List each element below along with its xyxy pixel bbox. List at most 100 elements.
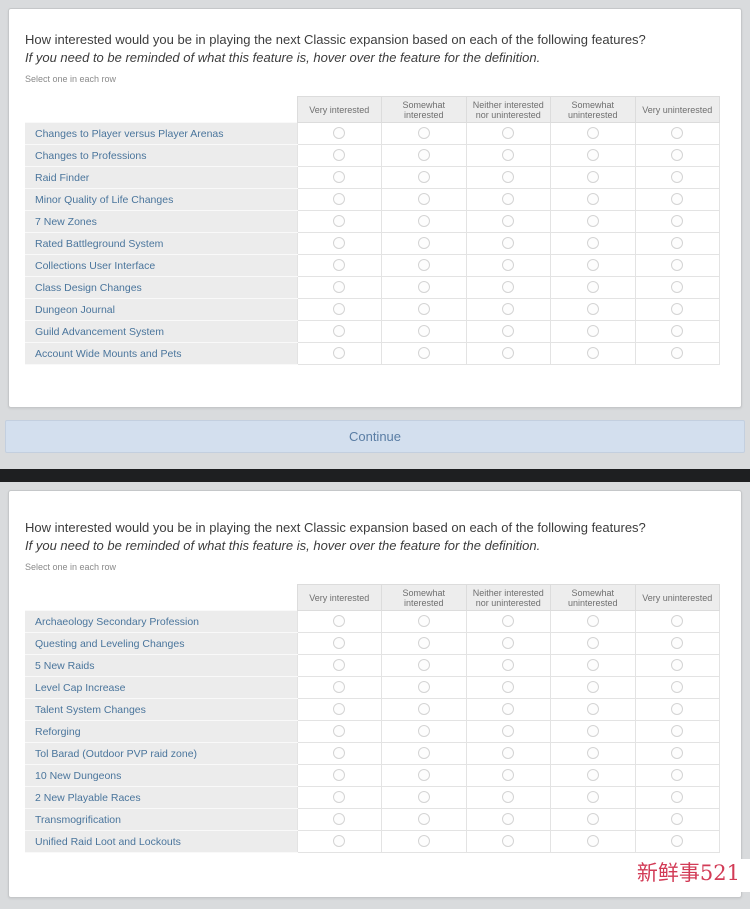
radio-button[interactable] <box>417 215 430 228</box>
row-label[interactable]: Tol Barad (Outdoor PVP raid zone) <box>25 742 297 765</box>
radio-button[interactable] <box>586 637 599 650</box>
radio-button[interactable] <box>417 813 430 826</box>
radio-button[interactable] <box>586 681 599 694</box>
radio-button[interactable] <box>502 747 515 760</box>
radio-button[interactable] <box>333 791 346 804</box>
radio-button[interactable] <box>502 725 515 738</box>
radio-button[interactable] <box>671 681 684 694</box>
radio-button[interactable] <box>586 769 599 782</box>
radio-button[interactable] <box>502 813 515 826</box>
radio-button[interactable] <box>586 615 599 628</box>
radio-button[interactable] <box>333 813 346 826</box>
radio-button[interactable] <box>671 281 684 294</box>
radio-button[interactable] <box>417 325 430 338</box>
radio-button[interactable] <box>671 193 684 206</box>
radio-button[interactable] <box>586 281 599 294</box>
radio-button[interactable] <box>333 127 346 140</box>
row-label[interactable]: 5 New Raids <box>25 654 297 677</box>
radio-button[interactable] <box>586 237 599 250</box>
radio-button[interactable] <box>502 127 515 140</box>
radio-button[interactable] <box>502 347 515 360</box>
row-label[interactable]: Minor Quality of Life Changes <box>25 188 297 211</box>
radio-button[interactable] <box>417 681 430 694</box>
radio-button[interactable] <box>671 703 684 716</box>
radio-button[interactable] <box>333 237 346 250</box>
radio-button[interactable] <box>671 237 684 250</box>
radio-button[interactable] <box>586 215 599 228</box>
radio-button[interactable] <box>502 769 515 782</box>
radio-button[interactable] <box>586 193 599 206</box>
row-label[interactable]: Reforging <box>25 720 297 743</box>
row-label[interactable]: 7 New Zones <box>25 210 297 233</box>
row-label[interactable]: Transmogrification <box>25 808 297 831</box>
radio-button[interactable] <box>333 725 346 738</box>
radio-button[interactable] <box>333 659 346 672</box>
radio-button[interactable] <box>671 813 684 826</box>
radio-button[interactable] <box>586 747 599 760</box>
radio-button[interactable] <box>333 681 346 694</box>
radio-button[interactable] <box>333 325 346 338</box>
row-label[interactable]: 2 New Playable Races <box>25 786 297 809</box>
radio-button[interactable] <box>671 835 684 848</box>
row-label[interactable]: Account Wide Mounts and Pets <box>25 342 297 365</box>
radio-button[interactable] <box>586 259 599 272</box>
radio-button[interactable] <box>417 615 430 628</box>
row-label[interactable]: Unified Raid Loot and Lockouts <box>25 830 297 853</box>
radio-button[interactable] <box>502 637 515 650</box>
radio-button[interactable] <box>671 615 684 628</box>
radio-button[interactable] <box>502 615 515 628</box>
row-label[interactable]: Level Cap Increase <box>25 676 297 699</box>
radio-button[interactable] <box>671 347 684 360</box>
radio-button[interactable] <box>417 303 430 316</box>
radio-button[interactable] <box>671 215 684 228</box>
radio-button[interactable] <box>671 303 684 316</box>
radio-button[interactable] <box>417 725 430 738</box>
radio-button[interactable] <box>333 347 346 360</box>
row-label[interactable]: Class Design Changes <box>25 276 297 299</box>
continue-button[interactable]: Continue <box>5 420 745 453</box>
radio-button[interactable] <box>333 193 346 206</box>
radio-button[interactable] <box>502 791 515 804</box>
radio-button[interactable] <box>417 791 430 804</box>
radio-button[interactable] <box>586 347 599 360</box>
row-label[interactable]: Talent System Changes <box>25 698 297 721</box>
radio-button[interactable] <box>417 703 430 716</box>
radio-button[interactable] <box>586 149 599 162</box>
radio-button[interactable] <box>333 149 346 162</box>
radio-button[interactable] <box>671 259 684 272</box>
radio-button[interactable] <box>502 835 515 848</box>
radio-button[interactable] <box>671 127 684 140</box>
radio-button[interactable] <box>671 659 684 672</box>
radio-button[interactable] <box>502 325 515 338</box>
radio-button[interactable] <box>417 149 430 162</box>
radio-button[interactable] <box>333 215 346 228</box>
row-label[interactable]: Archaeology Secondary Profession <box>25 610 297 633</box>
radio-button[interactable] <box>502 681 515 694</box>
radio-button[interactable] <box>586 303 599 316</box>
radio-button[interactable] <box>333 281 346 294</box>
row-label[interactable]: Collections User Interface <box>25 254 297 277</box>
row-label[interactable]: 10 New Dungeons <box>25 764 297 787</box>
radio-button[interactable] <box>333 747 346 760</box>
radio-button[interactable] <box>333 769 346 782</box>
radio-button[interactable] <box>586 659 599 672</box>
radio-button[interactable] <box>417 659 430 672</box>
radio-button[interactable] <box>417 259 430 272</box>
radio-button[interactable] <box>586 171 599 184</box>
radio-button[interactable] <box>586 127 599 140</box>
radio-button[interactable] <box>502 303 515 316</box>
radio-button[interactable] <box>417 835 430 848</box>
radio-button[interactable] <box>417 193 430 206</box>
radio-button[interactable] <box>333 303 346 316</box>
radio-button[interactable] <box>671 637 684 650</box>
radio-button[interactable] <box>417 637 430 650</box>
radio-button[interactable] <box>586 791 599 804</box>
radio-button[interactable] <box>417 747 430 760</box>
row-label[interactable]: Dungeon Journal <box>25 298 297 321</box>
radio-button[interactable] <box>333 637 346 650</box>
radio-button[interactable] <box>671 149 684 162</box>
radio-button[interactable] <box>671 325 684 338</box>
radio-button[interactable] <box>502 281 515 294</box>
radio-button[interactable] <box>333 615 346 628</box>
radio-button[interactable] <box>586 813 599 826</box>
